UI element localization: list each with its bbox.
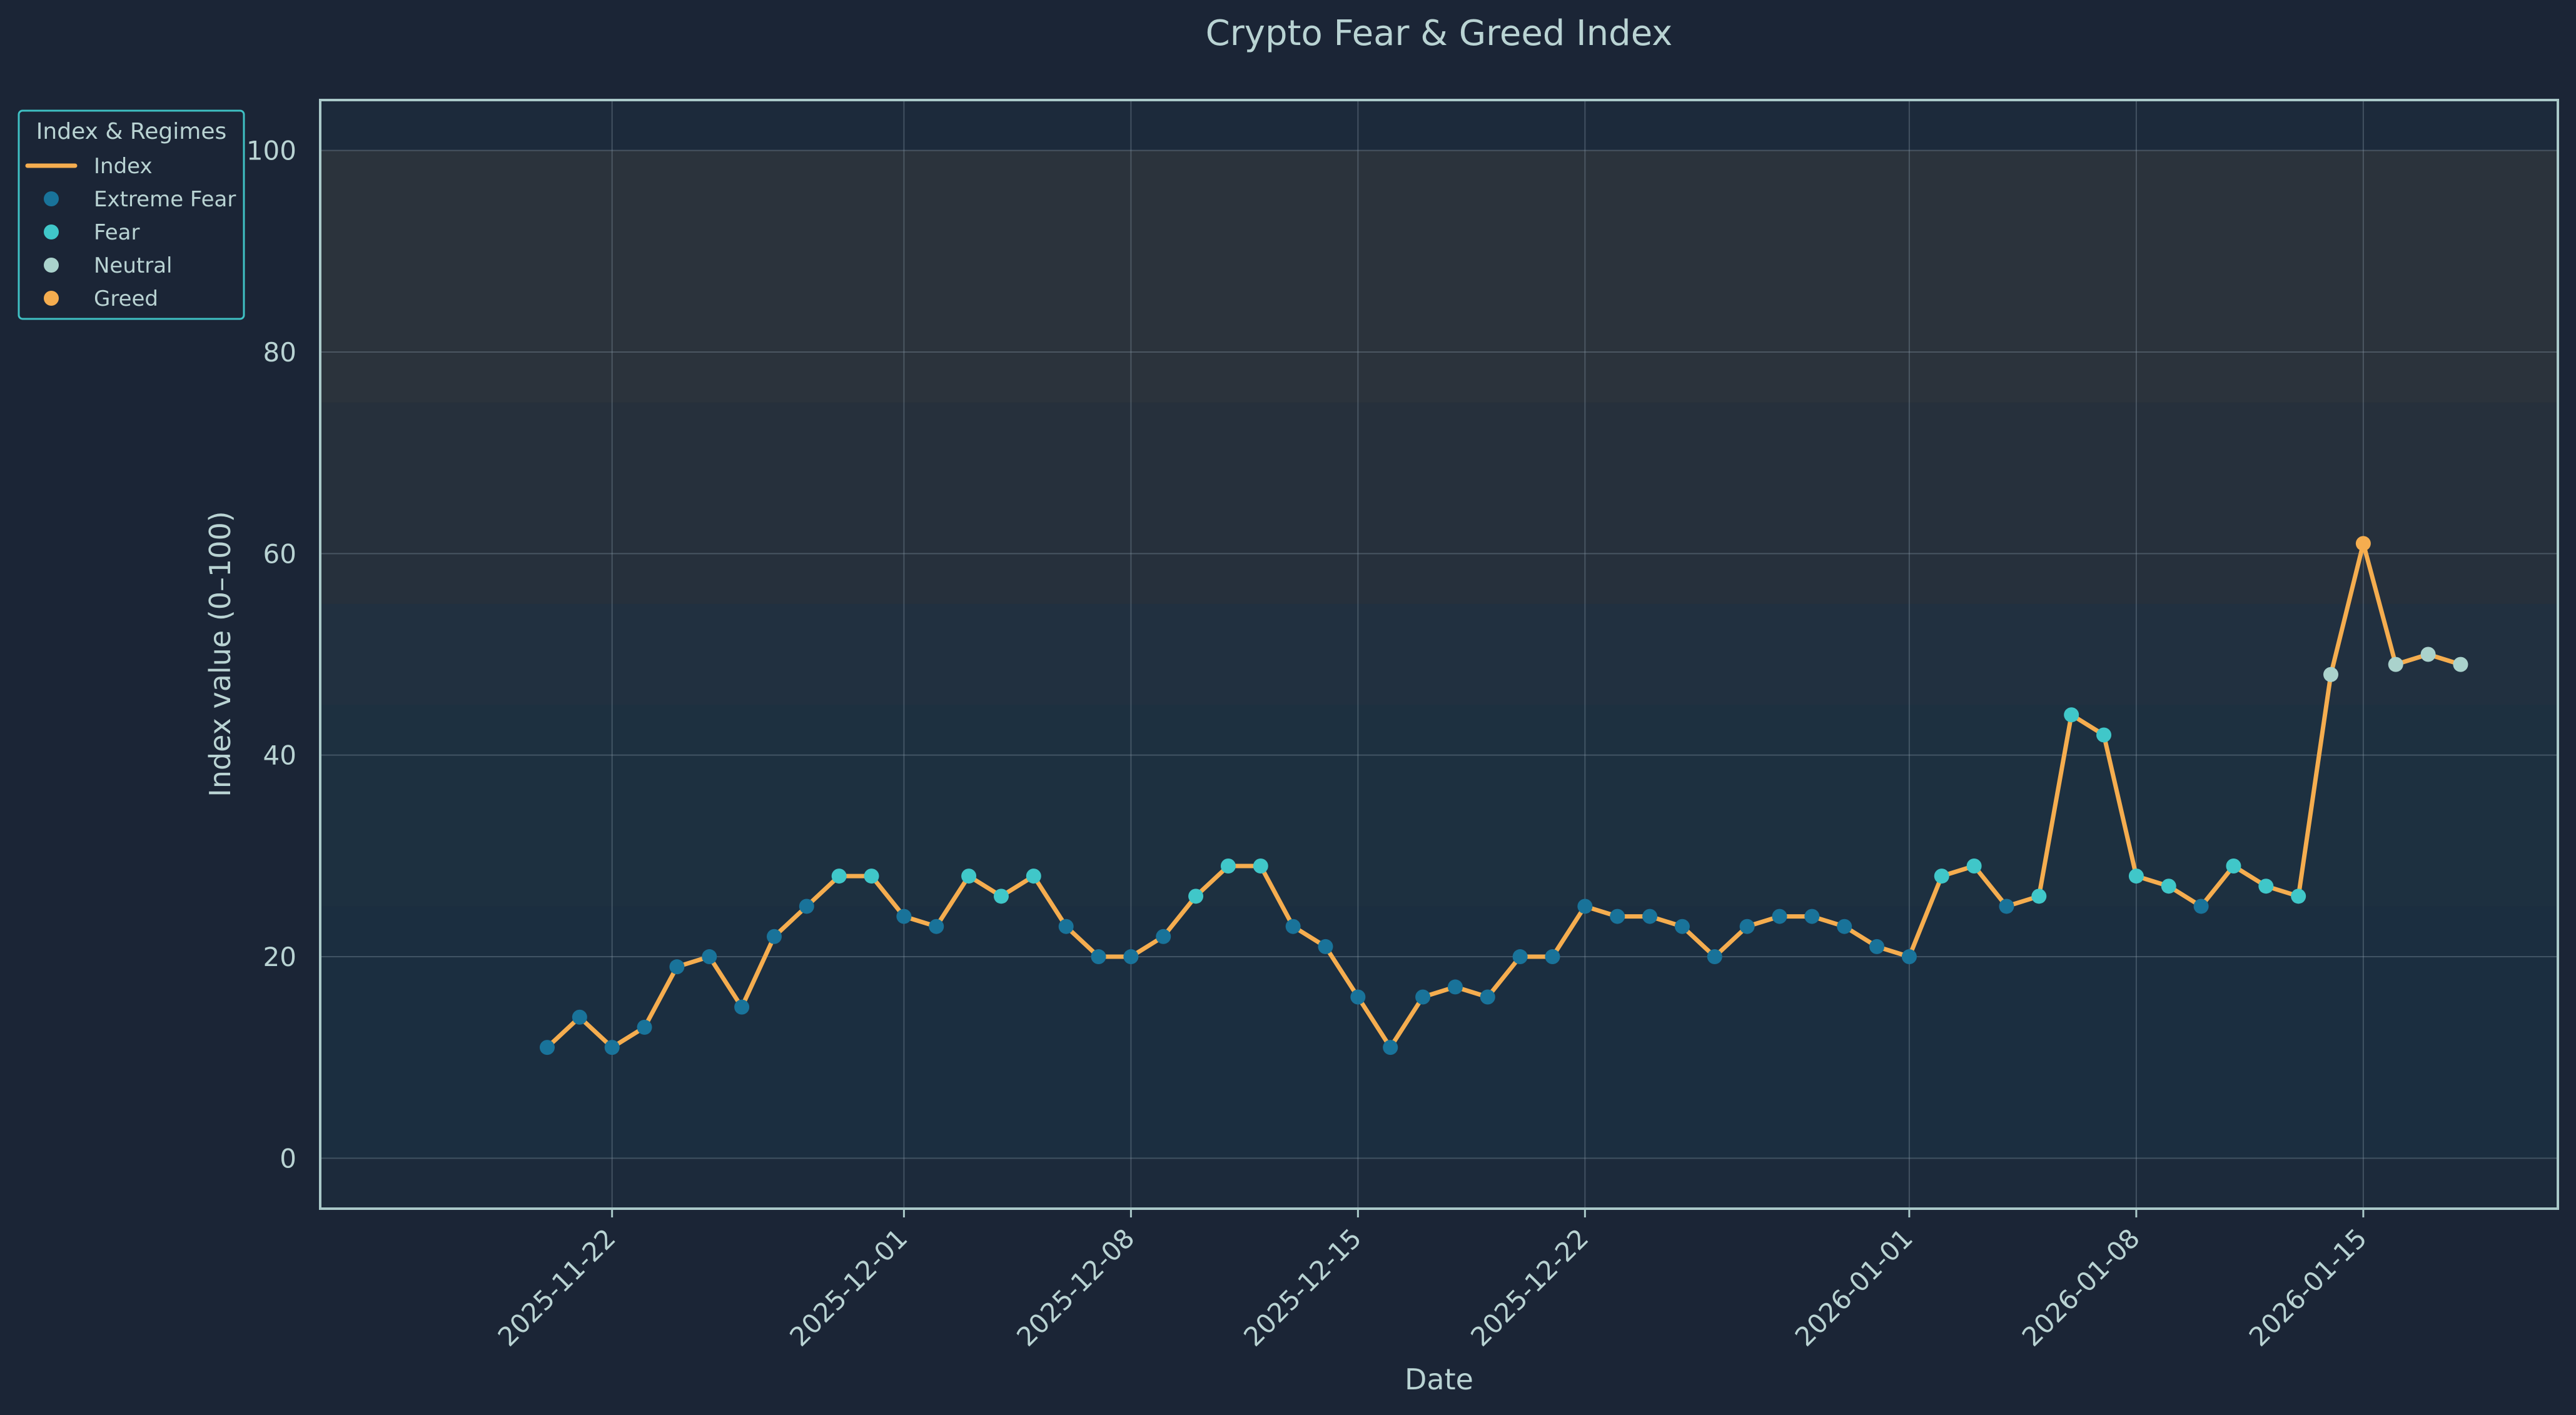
data-point-fear xyxy=(961,869,977,884)
data-point-fear xyxy=(2128,869,2144,884)
data-point-extreme-fear xyxy=(1804,909,1820,924)
series-layer xyxy=(539,536,2468,1055)
data-point-extreme-fear xyxy=(1674,919,1690,934)
data-point-neutral xyxy=(2453,657,2468,672)
data-point-fear xyxy=(2226,858,2241,874)
data-point-neutral xyxy=(2388,657,2403,672)
regime-band-4 xyxy=(320,150,2558,403)
data-point-extreme-fear xyxy=(1156,929,1171,944)
data-point-fear xyxy=(2258,879,2274,894)
data-point-extreme-fear xyxy=(1999,899,2014,914)
data-point-fear xyxy=(864,869,879,884)
data-point-fear xyxy=(993,889,1009,904)
data-point-extreme-fear xyxy=(1383,1040,1398,1055)
data-point-extreme-fear xyxy=(1480,989,1495,1005)
data-point-fear xyxy=(1220,858,1236,874)
data-point-extreme-fear xyxy=(2193,899,2209,914)
data-point-extreme-fear xyxy=(1772,909,1787,924)
legend-entry-label: Fear xyxy=(94,220,139,245)
data-point-fear xyxy=(1966,858,1982,874)
y-tick-label: 100 xyxy=(246,136,296,166)
data-point-extreme-fear xyxy=(1285,919,1301,934)
data-point-fear xyxy=(2031,889,2047,904)
data-point-extreme-fear xyxy=(929,919,944,934)
legend-entry-label: Index xyxy=(94,154,153,179)
data-point-extreme-fear xyxy=(572,1009,587,1025)
plot-background xyxy=(320,100,2558,1209)
data-point-neutral xyxy=(2420,647,2436,662)
legend: Index & Regimes Index Extreme Fear Fear Neu… xyxy=(18,109,245,320)
legend-swatch-point xyxy=(44,291,59,306)
legend-entry-label: Extreme Fear xyxy=(94,187,236,212)
y-tick-label: 20 xyxy=(263,942,296,972)
data-point-extreme-fear xyxy=(1512,949,1528,965)
data-point-extreme-fear xyxy=(1415,989,1431,1005)
grid-lines xyxy=(320,100,2558,1209)
data-point-extreme-fear xyxy=(1447,979,1463,995)
data-point-extreme-fear xyxy=(604,1040,620,1055)
data-point-extreme-fear xyxy=(896,909,912,924)
y-axis-ticks: 0 20 40 60 80 100 xyxy=(246,136,296,1174)
regime-bands xyxy=(320,150,2558,1159)
data-point-extreme-fear xyxy=(1577,899,1593,914)
legend-swatch-point xyxy=(44,224,59,239)
legend-box xyxy=(18,109,245,320)
regime-band-3 xyxy=(320,402,2558,604)
legend-entry-label: Neutral xyxy=(94,253,173,278)
data-point-extreme-fear xyxy=(1642,909,1658,924)
y-tick-label: 80 xyxy=(263,337,296,368)
data-point-fear xyxy=(2161,879,2176,894)
data-point-extreme-fear xyxy=(1610,909,1625,924)
data-point-fear xyxy=(831,869,847,884)
regime-band-1 xyxy=(320,705,2558,907)
y-axis-label: Index value (0–100) xyxy=(203,511,237,797)
data-point-extreme-fear xyxy=(1091,949,1106,965)
data-point-extreme-fear xyxy=(637,1019,652,1035)
y-tick-label: 40 xyxy=(263,740,296,771)
data-point-extreme-fear xyxy=(702,949,717,965)
regime-band-2 xyxy=(320,603,2558,705)
data-point-extreme-fear xyxy=(1123,949,1139,965)
plot-area xyxy=(319,99,2559,1210)
legend-title: Index & Regimes xyxy=(36,119,226,144)
data-point-extreme-fear xyxy=(1350,989,1366,1005)
data-point-extreme-fear xyxy=(734,999,750,1015)
y-tick-label: 0 xyxy=(280,1143,296,1174)
data-point-extreme-fear xyxy=(1901,949,1917,965)
data-point-extreme-fear xyxy=(1739,919,1755,934)
data-point-extreme-fear xyxy=(1318,939,1333,954)
y-tick-label: 60 xyxy=(263,538,296,569)
data-point-extreme-fear xyxy=(1837,919,1852,934)
data-point-fear xyxy=(1253,858,1268,874)
data-point-extreme-fear xyxy=(1707,949,1722,965)
legend-entry-label: Greed xyxy=(94,286,158,311)
data-point-greed xyxy=(2355,536,2371,551)
data-point-fear xyxy=(1934,869,1949,884)
data-point-fear xyxy=(2096,727,2112,743)
legend-swatch-point xyxy=(44,258,59,273)
data-point-extreme-fear xyxy=(669,959,685,975)
data-point-fear xyxy=(1026,869,1041,884)
data-point-fear xyxy=(2291,889,2306,904)
regime-band-0 xyxy=(320,906,2558,1159)
data-point-fear xyxy=(1188,889,1204,904)
data-point-extreme-fear xyxy=(539,1040,555,1055)
data-point-fear xyxy=(2064,707,2079,723)
data-point-neutral xyxy=(2323,667,2339,682)
legend-entries: Index Extreme Fear Fear Neutral Greed xyxy=(25,154,236,311)
chart-title: Crypto Fear & Greed Index xyxy=(1206,13,1673,54)
data-point-extreme-fear xyxy=(1058,919,1074,934)
data-point-extreme-fear xyxy=(799,899,814,914)
data-point-extreme-fear xyxy=(766,929,782,944)
data-point-extreme-fear xyxy=(1545,949,1560,965)
plot-frame xyxy=(319,99,2559,1210)
data-point-extreme-fear xyxy=(1869,939,1885,954)
legend-swatch-point xyxy=(44,191,59,206)
x-axis-label: Date xyxy=(1405,1362,1473,1396)
